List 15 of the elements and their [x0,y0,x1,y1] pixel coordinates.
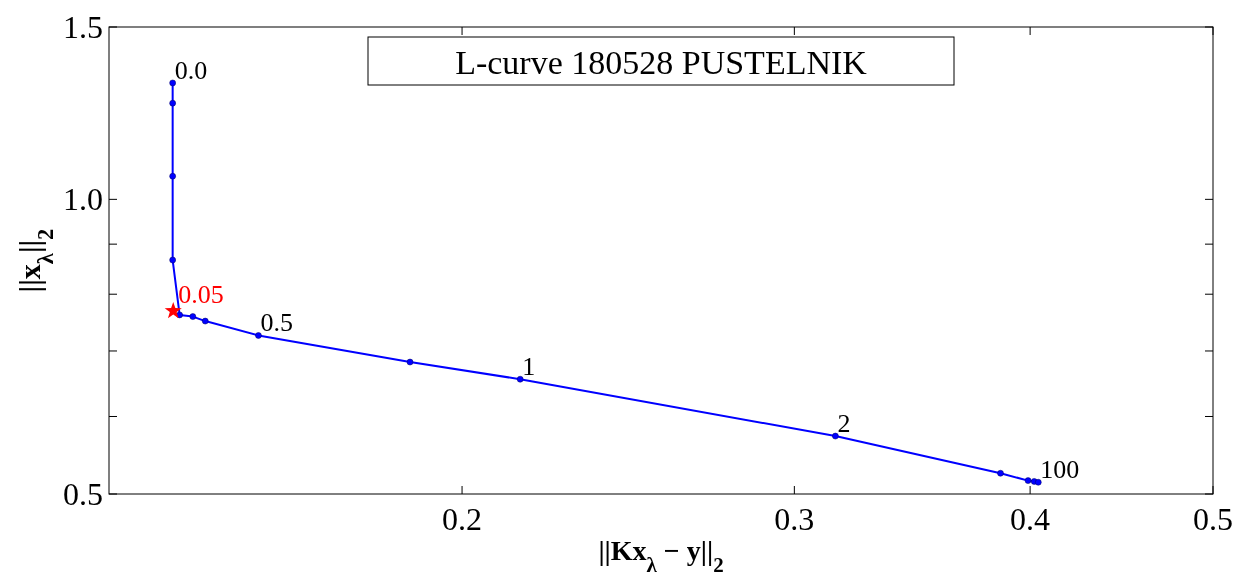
series-label: 0.05 [178,280,224,310]
annotation: 0.5 [260,308,293,338]
y-tick-label: 1.5 [63,9,103,45]
x-axis-title: ||Kx$_{λ}$ − y||$_{2}$ [598,535,724,575]
x-tick-label: 0.3 [774,501,815,537]
annotation: 2 [837,409,851,439]
y-tick-label: 0.5 [63,476,103,512]
x-tick-label: 0.2 [442,501,483,537]
annotation: 100 [1040,455,1080,485]
annotation: 1 [522,352,536,382]
annotation: 0.0 [174,55,208,85]
x-tick-label: 0.4 [1010,501,1051,537]
y-tick-label: 1.0 [63,181,103,218]
text: L-curve 180528 PUSTELNIK [455,44,868,81]
x-tick-label: 0.5 [1193,501,1233,537]
